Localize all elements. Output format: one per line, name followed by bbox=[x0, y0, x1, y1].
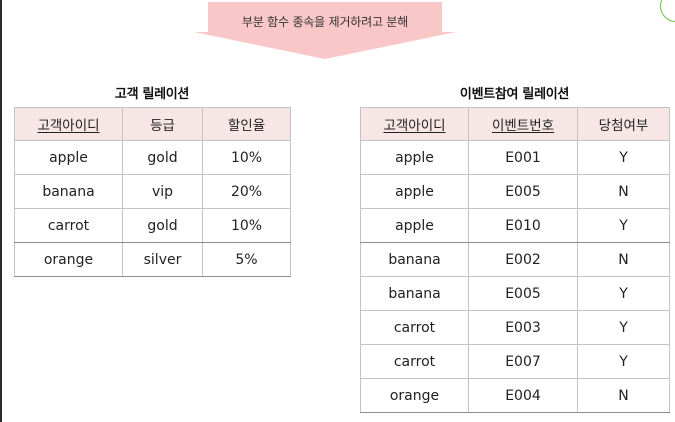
cell-winning: N bbox=[577, 378, 670, 413]
cell-grade: silver bbox=[122, 242, 203, 277]
column-header-discount: 할인율 bbox=[202, 107, 291, 141]
cell-event-number: E010 bbox=[468, 208, 578, 243]
table-row: carrot gold 10% bbox=[14, 208, 291, 243]
cell-event-number: E001 bbox=[468, 140, 578, 175]
cell-customer-id: carrot bbox=[14, 208, 123, 243]
cell-event-number: E003 bbox=[468, 310, 578, 345]
event-relation-table: 고객아이디 이벤트번호 당첨여부 apple E001 Y apple E005… bbox=[360, 107, 670, 413]
cell-customer-id: banana bbox=[14, 174, 123, 209]
left-border bbox=[0, 0, 2, 422]
cell-winning: Y bbox=[577, 140, 670, 175]
cell-event-number: E002 bbox=[468, 242, 578, 277]
cell-discount: 20% bbox=[202, 174, 291, 209]
customer-relation-title: 고객 릴레이션 bbox=[114, 87, 190, 102]
cell-grade: vip bbox=[122, 174, 203, 209]
column-header-customer-id: 고객아이디 bbox=[360, 107, 469, 141]
banner-text: 부분 함수 종속을 제거하려고 분해 bbox=[241, 15, 409, 29]
cell-grade: gold bbox=[122, 140, 203, 175]
table-row: apple E010 Y bbox=[360, 208, 670, 243]
event-relation-title: 이벤트참여 릴레이션 bbox=[459, 87, 570, 102]
cell-customer-id: banana bbox=[360, 276, 469, 311]
cell-customer-id: orange bbox=[14, 242, 123, 277]
cell-discount: 10% bbox=[202, 208, 291, 243]
cell-event-number: E004 bbox=[468, 378, 578, 413]
header-row: 고객아이디 등급 할인율 bbox=[14, 107, 291, 141]
table-row: orange E004 N bbox=[360, 378, 670, 413]
cell-customer-id: carrot bbox=[360, 310, 469, 345]
column-header-grade: 등급 bbox=[122, 107, 203, 141]
cell-customer-id: apple bbox=[360, 208, 469, 243]
table-row: banana E002 N bbox=[360, 242, 670, 277]
cell-customer-id: apple bbox=[360, 140, 469, 175]
table-row: apple E005 N bbox=[360, 174, 670, 209]
cell-discount: 5% bbox=[202, 242, 291, 277]
cell-customer-id: apple bbox=[14, 140, 123, 175]
cell-winning: Y bbox=[577, 310, 670, 345]
cell-event-number: E005 bbox=[468, 174, 578, 209]
cell-winning: Y bbox=[577, 276, 670, 311]
cell-discount: 10% bbox=[202, 140, 291, 175]
customer-relation-table: 고객아이디 등급 할인율 apple gold 10% banana vip 2… bbox=[14, 107, 291, 277]
cell-customer-id: apple bbox=[360, 174, 469, 209]
cell-customer-id: orange bbox=[360, 378, 469, 413]
cell-winning: N bbox=[577, 174, 670, 209]
corner-decoration bbox=[660, 0, 675, 22]
cell-winning: Y bbox=[577, 344, 670, 379]
cell-event-number: E005 bbox=[468, 276, 578, 311]
column-header-event-number: 이벤트번호 bbox=[468, 107, 578, 141]
cell-customer-id: carrot bbox=[360, 344, 469, 379]
cell-winning: N bbox=[577, 242, 670, 277]
cell-customer-id: banana bbox=[360, 242, 469, 277]
table-row: banana vip 20% bbox=[14, 174, 291, 209]
cell-winning: Y bbox=[577, 208, 670, 243]
table-row: apple gold 10% bbox=[14, 140, 291, 175]
column-header-winning: 당첨여부 bbox=[577, 107, 670, 141]
table-row: banana E005 Y bbox=[360, 276, 670, 311]
cell-event-number: E007 bbox=[468, 344, 578, 379]
table-row: apple E001 Y bbox=[360, 140, 670, 175]
cell-grade: gold bbox=[122, 208, 203, 243]
header-row: 고객아이디 이벤트번호 당첨여부 bbox=[360, 107, 670, 141]
table-row: orange silver 5% bbox=[14, 242, 291, 277]
table-row: carrot E007 Y bbox=[360, 344, 670, 379]
column-header-customer-id: 고객아이디 bbox=[14, 107, 123, 141]
down-arrow-shape bbox=[194, 2, 456, 59]
table-row: carrot E003 Y bbox=[360, 310, 670, 345]
decomposition-banner: 부분 함수 종속을 제거하려고 분해 bbox=[190, 2, 460, 60]
